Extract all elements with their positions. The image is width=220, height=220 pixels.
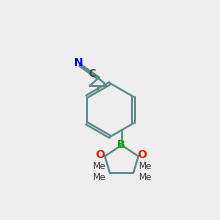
- Text: C: C: [89, 69, 96, 79]
- Text: Me: Me: [138, 163, 151, 171]
- Text: Me: Me: [92, 163, 105, 171]
- Text: N: N: [74, 58, 83, 68]
- Text: Me: Me: [138, 173, 151, 182]
- Text: O: O: [96, 150, 105, 160]
- Text: B: B: [117, 140, 126, 150]
- Text: O: O: [138, 150, 147, 160]
- Text: Me: Me: [92, 173, 105, 182]
